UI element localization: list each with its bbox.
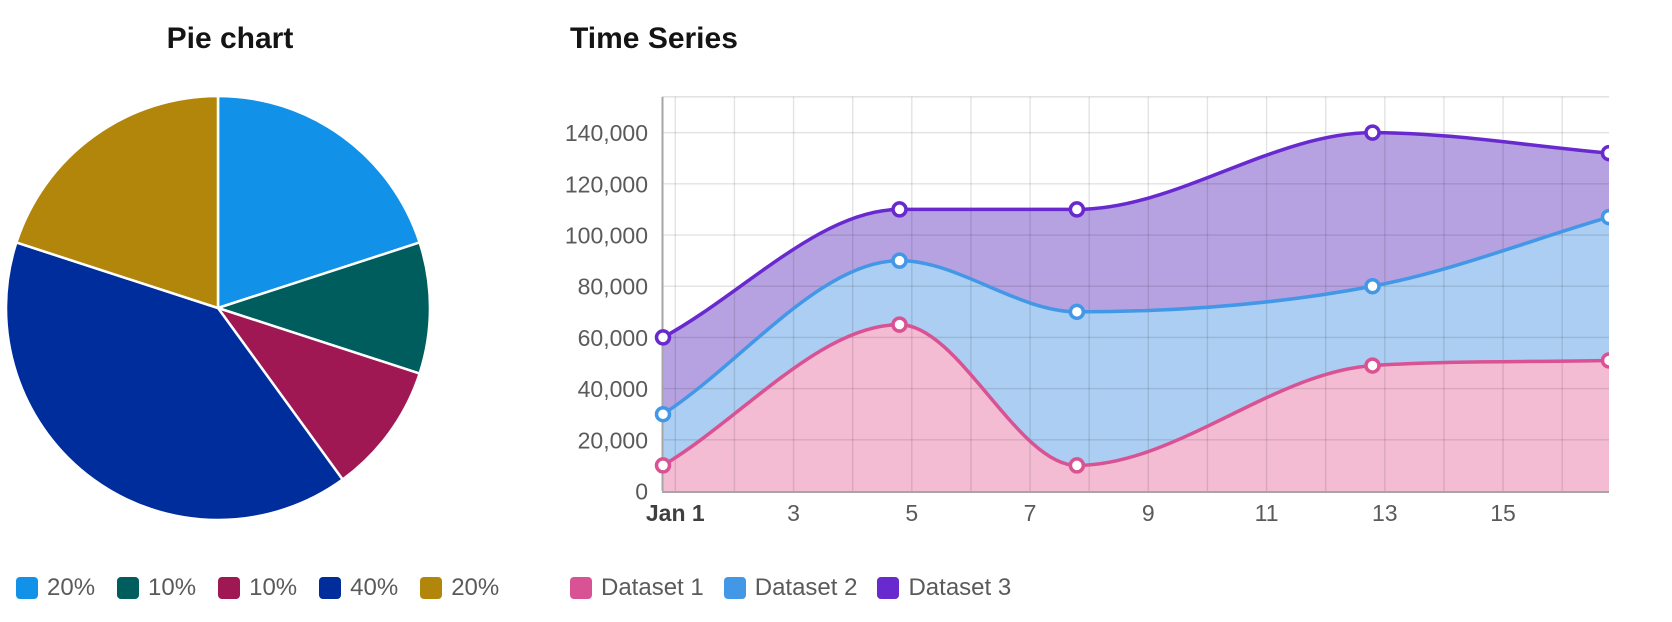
time-series-panel: Time Series 0 20,000 40,000 60,000 80,000 100… <box>530 0 1672 622</box>
pie-legend-swatch-4 <box>319 577 342 599</box>
markers-dataset-1[interactable] <box>654 316 1610 474</box>
timeseries-legend-swatch-2 <box>723 577 746 599</box>
data-point-dataset-2-day-8[interactable] <box>1068 303 1086 321</box>
pie-slice-10pct[interactable] <box>216 306 421 481</box>
data-point-dataset-2-day-17[interactable] <box>1600 208 1610 226</box>
pie-legend-swatch-2 <box>117 577 140 599</box>
y-tick-120000: 120,000 <box>565 171 648 197</box>
pie-legend-item-1[interactable]: 20% <box>16 576 95 600</box>
pie-slice-10pct[interactable] <box>216 241 432 375</box>
y-tick-40000: 40,000 <box>578 376 648 402</box>
x-tick-9: 9 <box>1142 500 1155 526</box>
data-point-dataset-3-day-8[interactable] <box>1068 201 1086 218</box>
y-axis-tick-labels: 0 20,000 40,000 60,000 80,000 100,000 120,000 1… <box>565 120 648 504</box>
timeseries-legend-label-1: Dataset 1 <box>601 574 704 601</box>
pie-legend-swatch-3 <box>218 577 241 599</box>
pie-slice-20pct[interactable] <box>216 94 421 310</box>
markers-dataset-2[interactable] <box>654 208 1610 423</box>
timeseries-legend-swatch-1 <box>570 577 592 599</box>
pie-legend-item-4[interactable]: 40% <box>319 576 398 600</box>
y-tick-80000: 80,000 <box>578 274 648 300</box>
pie-slice-40pct[interactable] <box>4 241 344 522</box>
pie-legend-label-5: 20% <box>451 574 500 601</box>
x-tick-11: 11 <box>1255 500 1279 526</box>
timeseries-legend-item-2[interactable]: Dataset 2 <box>723 574 858 601</box>
pie-legend-label-4: 40% <box>350 574 399 601</box>
timeseries-legend-item-1[interactable]: Dataset 1 <box>570 576 704 600</box>
data-point-dataset-3-day-13[interactable] <box>1364 124 1381 141</box>
pie-legend-item-2[interactable]: 10% <box>117 576 196 600</box>
pie-legend-swatch-1 <box>16 577 38 599</box>
time-series-legend: Dataset 1 Dataset 2 Dataset 3 <box>570 576 1011 600</box>
timeseries-legend-item-3[interactable]: Dataset 3 <box>877 576 1011 600</box>
timeseries-legend-label-2: Dataset 2 <box>754 574 858 601</box>
x-tick-Jan-1: Jan 1 <box>646 500 705 526</box>
pie-chart-title: Pie chart <box>166 22 294 55</box>
line-dataset-3 <box>661 130 1609 340</box>
x-tick-3: 3 <box>787 500 800 526</box>
x-tick-15: 15 <box>1490 500 1516 526</box>
data-point-dataset-1-day-1[interactable] <box>654 457 672 474</box>
timeseries-legend-swatch-3 <box>877 577 900 599</box>
data-point-dataset-3-day-17[interactable] <box>1600 144 1610 162</box>
data-point-dataset-2-day-5[interactable] <box>891 252 908 269</box>
markers-dataset-3[interactable] <box>654 124 1610 346</box>
pie-legend-item-5[interactable]: 20% <box>420 576 499 600</box>
timeseries-legend-label-3: Dataset 3 <box>908 574 1012 601</box>
data-point-dataset-1-day-17[interactable] <box>1600 352 1610 369</box>
pie-legend-label-1: 20% <box>47 574 96 601</box>
pie-legend-item-3[interactable]: 10% <box>218 576 297 600</box>
gridlines <box>663 96 1609 491</box>
data-point-dataset-1-day-13[interactable] <box>1364 357 1381 374</box>
data-point-dataset-2-day-1[interactable] <box>654 405 672 423</box>
y-tick-60000: 60,000 <box>578 325 648 351</box>
data-point-dataset-3-day-1[interactable] <box>654 329 672 346</box>
pie-slice-20pct[interactable] <box>15 94 220 310</box>
y-tick-0: 0 <box>635 479 648 505</box>
axes <box>661 96 1609 493</box>
data-point-dataset-1-day-5[interactable] <box>891 316 908 333</box>
pie-legend-label-3: 10% <box>249 574 298 601</box>
x-tick-7: 7 <box>1024 500 1037 526</box>
data-point-dataset-3-day-5[interactable] <box>891 201 908 218</box>
pie-chart-panel: Pie chart 20% 10% 10% 40% 20% <box>0 0 499 622</box>
y-tick-20000: 20,000 <box>578 427 648 453</box>
time-series-title: Time Series <box>570 22 738 55</box>
y-tick-100000: 100,000 <box>565 223 648 249</box>
x-tick-5: 5 <box>905 500 918 526</box>
y-tick-140000: 140,000 <box>565 120 648 146</box>
pie-legend-label-2: 10% <box>148 574 197 601</box>
data-point-dataset-2-day-13[interactable] <box>1364 277 1381 295</box>
x-tick-13: 13 <box>1372 500 1398 526</box>
x-axis-tick-labels: Jan 1 3 5 7 9 11 13 15 <box>646 500 1516 526</box>
pie-chart-canvas <box>4 94 432 522</box>
pie-legend: 20% 10% 10% 40% 20% <box>16 576 499 600</box>
data-point-dataset-1-day-8[interactable] <box>1068 457 1086 474</box>
pie-legend-swatch-5 <box>420 577 443 599</box>
time-series-canvas: 0 20,000 40,000 60,000 80,000 100,000 120,000 1… <box>565 96 1610 526</box>
